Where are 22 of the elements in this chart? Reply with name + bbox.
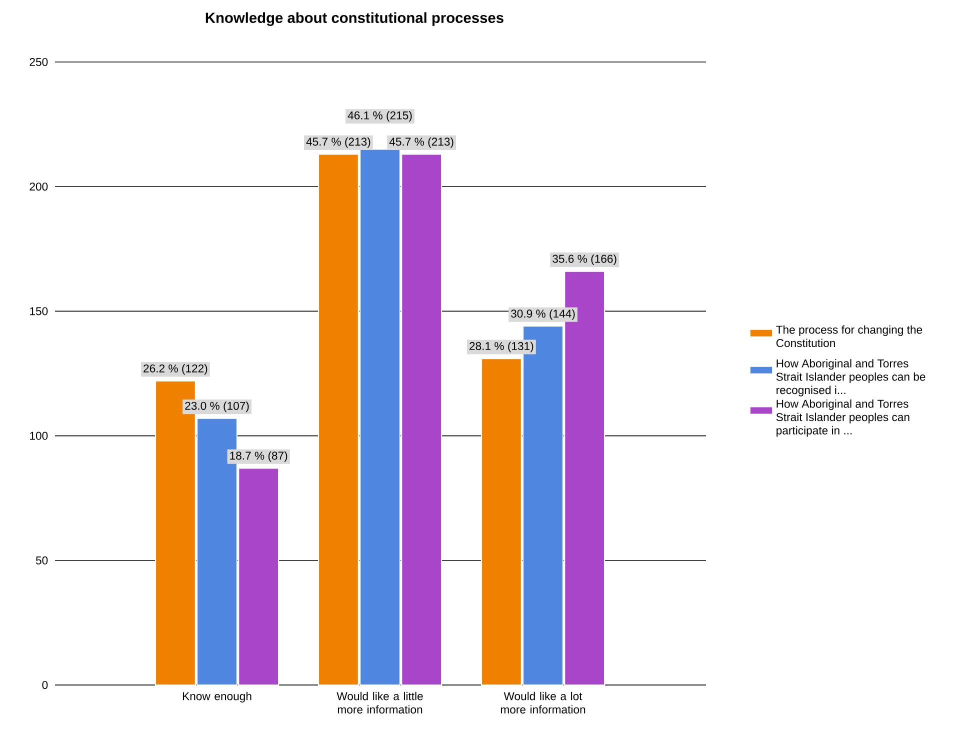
data-label: 45.7 % (213) <box>389 137 454 148</box>
legend-label: How Aboriginal and Torres Strait Islander peoples can be recognised i... <box>776 359 926 396</box>
data-label: 26.2 % (122) <box>144 364 208 375</box>
data-label: 18.7 % (87) <box>230 451 288 462</box>
chart-title: Knowledge about constitutional processes <box>206 12 504 26</box>
y-tick-label: 200 <box>30 182 48 191</box>
x-tick-label: Would like a lot more information <box>500 692 586 714</box>
y-tick-label: 50 <box>36 556 48 564</box>
data-label: 45.7 % (213) <box>306 137 370 148</box>
x-tick-label: Know enough <box>182 692 252 702</box>
data-label: 30.9 % (144) <box>511 309 575 320</box>
y-tick-label: 0 <box>42 680 48 690</box>
data-label: 28.1 % (131) <box>470 342 534 352</box>
x-tick-label: Would like a little more information <box>336 692 423 714</box>
legend-label: The process for changing the Constitution <box>776 325 922 348</box>
y-tick-label: 150 <box>30 307 48 316</box>
data-label: 35.6 % (166) <box>552 254 616 266</box>
y-tick-label: 250 <box>30 58 48 66</box>
data-label: 23.0 % (107) <box>185 402 249 412</box>
data-label: 46.1 % (215) <box>348 111 412 122</box>
legend-label: How Aboriginal and Torres Strait Islander peoples can participate in ... <box>776 399 910 437</box>
y-tick-label: 100 <box>30 432 48 440</box>
